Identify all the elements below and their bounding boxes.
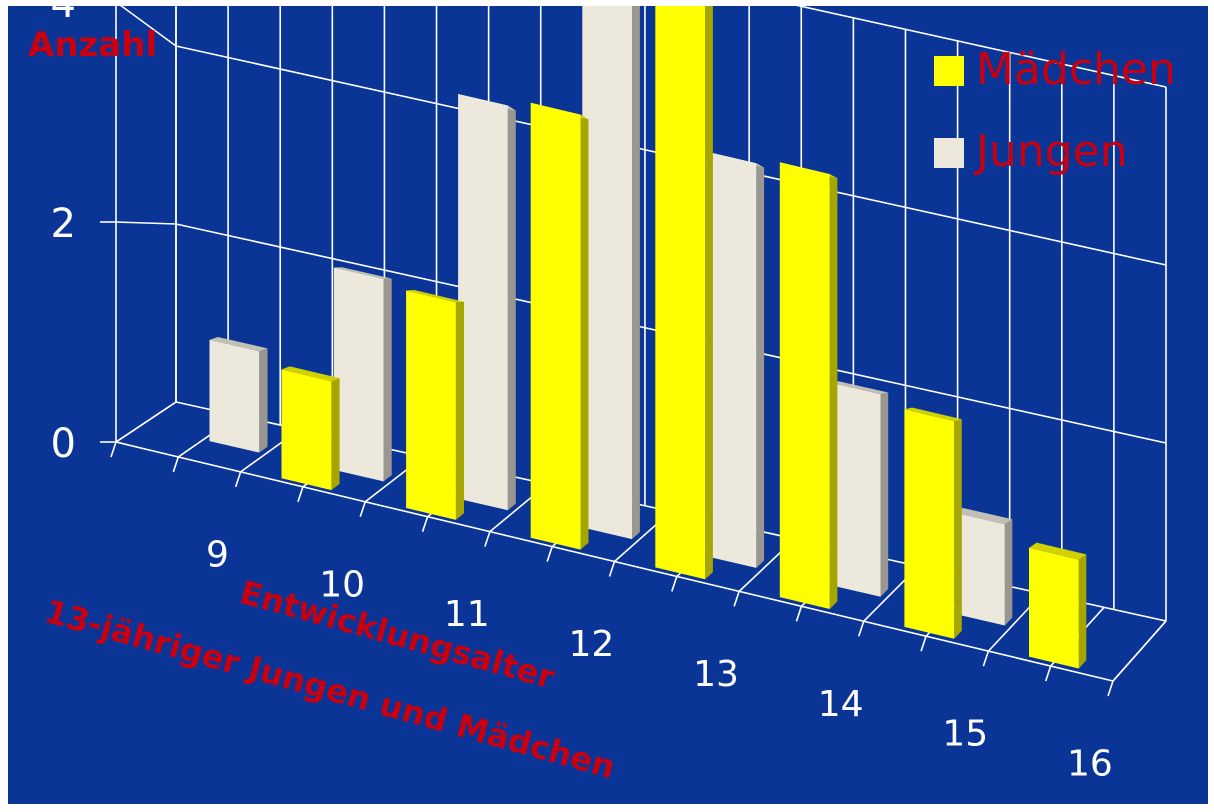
bar [281, 366, 340, 491]
bar-side-face [880, 392, 889, 597]
bar [406, 290, 464, 520]
x-tick-label: 10 [319, 564, 365, 605]
floor-right-edge [1112, 620, 1167, 682]
back-wall-gridline [796, 6, 1167, 88]
bar-top-face [281, 366, 340, 382]
x-tick-label: 12 [568, 624, 614, 665]
x-tick-mark [733, 591, 740, 607]
x-tick-mark [546, 546, 553, 562]
bar-top-face [406, 290, 464, 303]
bar-side-face [829, 174, 838, 609]
legend: Mädchen Jungen [934, 44, 1176, 177]
bar-side-face [705, 6, 713, 580]
x-tick-mark [359, 501, 367, 518]
legend-swatch-maedchen [934, 56, 964, 86]
bar-side-face [383, 278, 392, 482]
bar [1029, 542, 1087, 669]
bar [458, 94, 516, 511]
bar [655, 6, 713, 580]
bar-top-face [1029, 542, 1087, 560]
x-tick-label: 13 [693, 654, 739, 695]
x-tick-mark [1107, 680, 1114, 697]
side-wall-gridline [115, 221, 177, 225]
bar-side-face [455, 301, 464, 520]
bar-front-face [530, 102, 581, 550]
bar-side-face [1004, 519, 1013, 626]
x-tick-mark [608, 561, 616, 577]
x-tick-label: 15 [942, 714, 988, 755]
bar-side-face [756, 163, 765, 568]
bar [209, 337, 268, 453]
bar [779, 162, 838, 609]
bar-side-face [1078, 554, 1087, 669]
floor-gridline [115, 401, 177, 443]
x-tick-label: 16 [1067, 744, 1113, 785]
x-tick-mark [795, 606, 803, 622]
bar-top-face [904, 407, 962, 422]
y-tick-label: 2 [51, 201, 76, 247]
legend-label-jungen: Jungen [973, 126, 1128, 177]
bar-front-face [1029, 547, 1079, 669]
bar-front-face [830, 382, 881, 597]
bar [706, 151, 765, 568]
x-tick-mark [920, 635, 927, 652]
x-tick-mark [1044, 665, 1052, 682]
bar [904, 407, 962, 639]
x-tick-mark [421, 516, 429, 532]
bar-front-face [904, 409, 955, 639]
side-wall-gridline [120, 6, 177, 47]
x-tick-mark [857, 620, 865, 637]
x-tick-mark [671, 576, 678, 592]
legend-label-maedchen: Mädchen [976, 44, 1176, 95]
y-tick-label: 4 [51, 6, 76, 27]
bar [830, 381, 889, 597]
x-tick-mark [172, 456, 180, 473]
x-tick-mark [110, 441, 117, 458]
bar-front-face [209, 339, 260, 453]
bar-front-face [458, 94, 508, 511]
bar-front-face [281, 369, 332, 491]
bar [530, 102, 589, 550]
bar-side-face [331, 378, 340, 491]
bar-side-face [580, 114, 589, 550]
bar-front-face [706, 151, 757, 568]
x-tick-labels: 9 10 11 12 13 14 15 16 [206, 534, 1113, 784]
bar-side-face [632, 6, 640, 540]
bar-side-face [954, 419, 962, 639]
x-tick-mark [982, 650, 990, 667]
x-tick-label: 9 [206, 534, 229, 575]
bar-side-face [507, 105, 516, 511]
chart-bars [209, 6, 1087, 669]
bar-front-face [955, 512, 1005, 626]
bar [582, 6, 640, 540]
x-tick-label: 14 [818, 684, 864, 725]
bar-front-face [582, 6, 632, 540]
x-tick-mark [234, 471, 242, 488]
x-tick-mark [297, 486, 304, 503]
y-tick-label: 0 [51, 421, 76, 467]
bar-top-face [955, 507, 1013, 525]
bar-top-face [209, 337, 268, 352]
bar-top-face [333, 267, 392, 279]
bar [955, 507, 1013, 626]
bar-front-face [333, 267, 384, 482]
bar-top-face [830, 381, 889, 395]
bar-front-face [655, 6, 706, 580]
bar-side-face [259, 348, 268, 453]
x-tick-mark [484, 531, 491, 547]
bar-front-face [406, 290, 456, 520]
legend-swatch-jungen [934, 138, 964, 168]
bar-front-face [779, 162, 830, 609]
y-axis-title: Anzahl [28, 25, 157, 65]
x-tick-label: 11 [444, 594, 490, 635]
bar [333, 267, 392, 482]
y-tick-labels: 0246 [51, 6, 76, 467]
